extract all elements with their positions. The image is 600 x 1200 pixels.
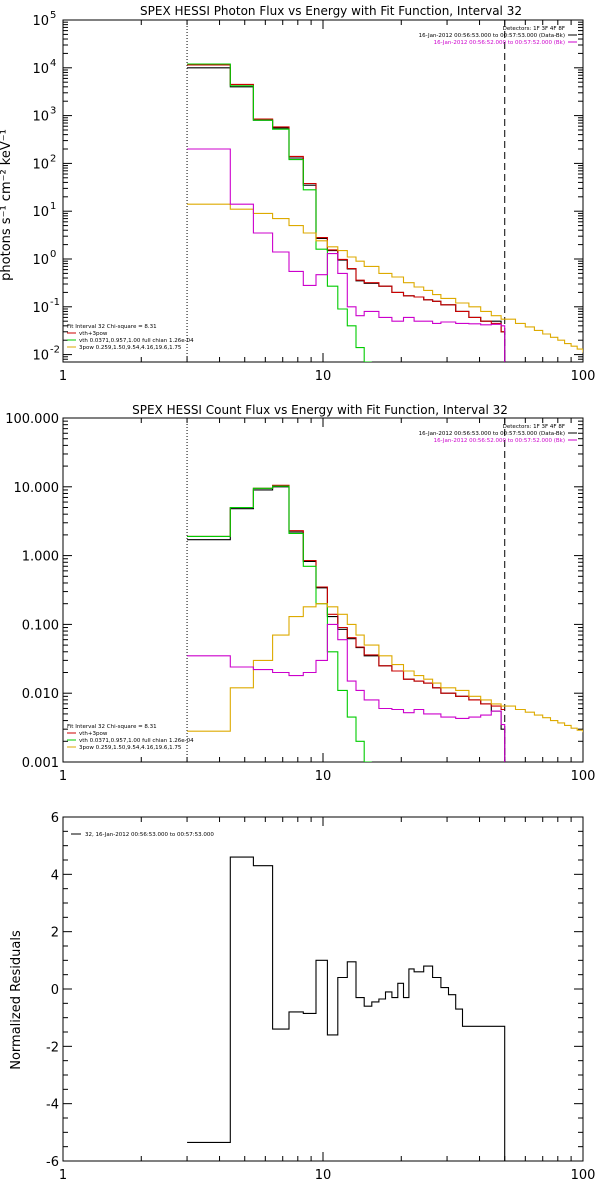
legend-top-right-entry: 16-Jan-2012 00:56:52.000 to 00:57:52.000… [434, 438, 565, 444]
residuals-panel: Normalized Residuals 1 10 100 -6 -4 -2 0 2 4 6 32,… [9, 811, 595, 1183]
x-tick-label: 1 [59, 369, 67, 384]
y-tick-label: 10 [32, 157, 49, 172]
y-tick-label: 0.010 [22, 687, 59, 702]
y-tick-label: -6 [46, 1155, 59, 1170]
x-tick-label: 100 [571, 369, 596, 384]
series-2 [187, 485, 372, 762]
y-tick-label: 6 [51, 811, 59, 826]
legend-bottom-left-entry: vth+3pow [79, 731, 108, 737]
series-1 [187, 64, 505, 333]
y-tick-label: -2 [46, 1040, 59, 1055]
residuals-ylabel: Normalized Residuals [9, 930, 24, 1070]
y-tick-label: 4 [51, 868, 59, 883]
y-tick-exponent: -1 [50, 297, 60, 308]
y-tick-label: 2 [51, 926, 59, 941]
y-tick-label: 1.000 [22, 550, 59, 565]
x-tick-label: 10 [315, 369, 332, 384]
legend-bottom-left-entry: vth+3pow [79, 331, 108, 337]
y-tick-exponent: -2 [50, 345, 60, 356]
legend-top-right-entry: 16-Jan-2012 00:56:52.000 to 00:57:52.000… [434, 40, 565, 46]
series-2 [187, 63, 372, 362]
photon-flux-ylabel: photons s⁻¹ cm⁻² keV⁻¹ [0, 129, 14, 281]
legend-top-right-entry: Detectors: 1F 3F 4F 8F [503, 424, 565, 430]
count-flux-panel: SPEX HESSI Count Flux vs Energy with Fit… [5, 403, 595, 784]
y-tick-exponent: 1 [50, 201, 56, 212]
series-3 [187, 603, 583, 733]
photon-flux-title: SPEX HESSI Photon Flux vs Energy with Fi… [140, 4, 522, 18]
x-tick-label: 10 [315, 769, 332, 784]
series-0 [187, 67, 506, 362]
photon-flux-panel: SPEX HESSI Photon Flux vs Energy with Fi… [0, 4, 595, 384]
y-tick-label: 10 [32, 301, 49, 316]
legend-bottom-left-entry: 3pow 0.259,1.50,9.54,4.16,19.6,1.75 [79, 345, 182, 351]
y-tick-exponent: 5 [50, 10, 56, 21]
legend-top-right-entry: 16-Jan-2012 00:56:53.000 to 00:57:53.000… [419, 431, 565, 437]
legend-bottom-left-entry: vth 0.0371,0.957,1.00 full chian 1.26e-0… [79, 738, 194, 744]
legend-top-right-entry: Detectors: 1F 3F 4F 8F [503, 26, 565, 32]
y-tick-label: 10 [32, 14, 49, 29]
series-4 [187, 623, 506, 762]
y-tick-exponent: 0 [50, 249, 56, 260]
x-tick-label: 100 [571, 1168, 596, 1183]
y-tick-exponent: 3 [50, 106, 56, 117]
y-tick-label: 10 [32, 62, 49, 77]
legend-bottom-left-entry: 3pow 0.259,1.50,9.54,4.16,19.6,1.75 [79, 745, 182, 751]
x-tick-label: 1 [59, 769, 67, 784]
series-4 [187, 148, 506, 362]
series-1 [187, 484, 505, 711]
y-tick-label: 10 [32, 110, 49, 125]
y-tick-label: -4 [46, 1098, 59, 1113]
series-0 [187, 856, 506, 1161]
y-tick-label: 10.000 [14, 481, 60, 496]
x-tick-label: 1 [59, 1168, 67, 1183]
count-flux-title: SPEX HESSI Count Flux vs Energy with Fit… [132, 403, 508, 417]
y-tick-exponent: 2 [50, 153, 56, 164]
legend-bottom-left-entry: Fit Interval 32 Chi-square = 8.31 [67, 724, 157, 730]
x-tick-label: 10 [315, 1168, 332, 1183]
y-tick-label: 100.000 [5, 412, 59, 427]
legend-top-left-entry: 32, 16-Jan-2012 00:56:53.000 to 00:57:53… [85, 832, 214, 838]
legend-top-right-entry: 16-Jan-2012 00:56:53.000 to 00:57:53.000… [419, 33, 565, 39]
y-tick-label: 0.001 [22, 756, 59, 771]
x-tick-label: 100 [571, 769, 596, 784]
legend-bottom-left-entry: Fit Interval 32 Chi-square = 8.31 [67, 324, 157, 330]
y-tick-label: 10 [32, 205, 49, 220]
y-tick-exponent: 4 [50, 58, 56, 69]
y-tick-label: 0.100 [22, 618, 59, 633]
legend-bottom-left-entry: vth 0.0371,0.957,1.00 full chian 1.26e-0… [79, 338, 194, 344]
series-0 [187, 486, 506, 762]
y-tick-label: 0 [51, 983, 59, 998]
y-tick-label: 10 [32, 349, 49, 364]
series-3 [187, 203, 583, 353]
y-tick-label: 10 [32, 253, 49, 268]
